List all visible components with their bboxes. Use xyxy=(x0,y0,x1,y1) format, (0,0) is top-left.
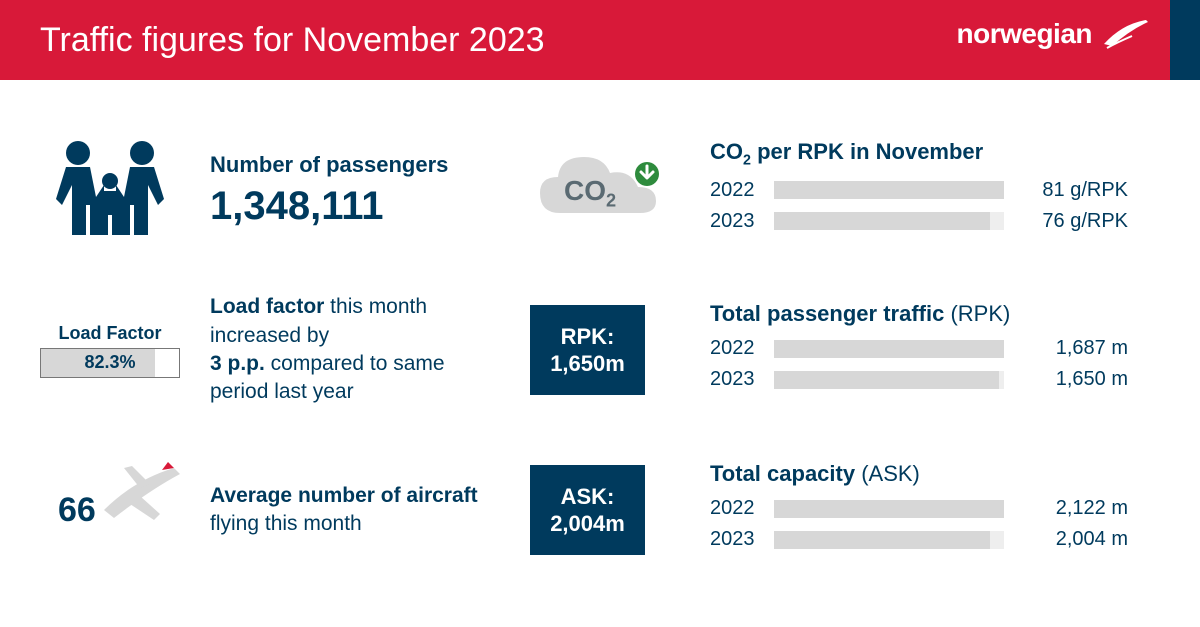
bar-row: 2023 1,650 m xyxy=(710,368,1160,391)
aircraft-icon xyxy=(94,460,184,530)
co2-panel: CO2 per RPK in November 2022 81 g/RPK 2023… xyxy=(710,139,1160,240)
bar-track xyxy=(774,531,1004,549)
bar-track xyxy=(774,340,1004,358)
ask-rows: 2022 2,122 m 2023 2,004 m xyxy=(710,497,1160,551)
loadfactor-box: 82.3% xyxy=(40,348,180,378)
passengers-stat: Number of passengers 1,348,111 xyxy=(210,151,500,230)
bar-year: 2022 xyxy=(710,179,760,202)
bar-fill xyxy=(774,212,990,230)
plane-icon xyxy=(1102,14,1150,54)
brand-logo: norwegian xyxy=(956,14,1150,54)
bar-value: 1,650 m xyxy=(1018,368,1128,391)
rpk-rows: 2022 1,687 m 2023 1,650 m xyxy=(710,337,1160,391)
co2-cloud-label: CO2 xyxy=(564,175,616,212)
co2-rows: 2022 81 g/RPK 2023 76 g/RPK xyxy=(710,179,1160,233)
bar-row: 2022 1,687 m xyxy=(710,337,1160,360)
bar-fill xyxy=(774,371,999,389)
brand-text: norwegian xyxy=(956,18,1092,50)
ask-badge: ASK: 2,004m xyxy=(530,465,645,555)
aircraft-desc: Average number of aircraft flying this m… xyxy=(210,482,500,539)
passengers-label: Number of passengers xyxy=(210,151,500,179)
rpk-panel: Total passenger traffic (RPK) 2022 1,687 … xyxy=(710,301,1160,399)
passengers-icon xyxy=(40,135,180,245)
loadfactor-cell: Load Factor 82.3% xyxy=(40,323,180,378)
bar-year: 2023 xyxy=(710,210,760,233)
passengers-value: 1,348,111 xyxy=(210,184,500,229)
bar-value: 1,687 m xyxy=(1018,337,1128,360)
ask-panel: Total capacity (ASK) 2022 2,122 m 2023 2,00… xyxy=(710,461,1160,559)
bar-track xyxy=(774,181,1004,199)
bar-row: 2022 81 g/RPK xyxy=(710,179,1160,202)
bar-fill xyxy=(774,340,1004,358)
down-arrow-icon xyxy=(634,161,660,187)
content-grid: Number of passengers 1,348,111 CO2 CO2 p… xyxy=(0,80,1200,600)
bar-value: 2,004 m xyxy=(1018,528,1128,551)
bar-fill xyxy=(774,531,990,549)
bar-value: 76 g/RPK xyxy=(1018,210,1128,233)
bar-row: 2022 2,122 m xyxy=(710,497,1160,520)
loadfactor-value: 82.3% xyxy=(84,352,135,373)
ask-badge-label: ASK: xyxy=(561,483,615,511)
bar-year: 2022 xyxy=(710,337,760,360)
header-navy-stripe xyxy=(1170,0,1200,80)
aircraft-count: 66 xyxy=(58,491,96,530)
bar-track xyxy=(774,371,1004,389)
bar-row: 2023 2,004 m xyxy=(710,528,1160,551)
bar-fill xyxy=(774,181,1004,199)
bar-year: 2023 xyxy=(710,528,760,551)
ask-title: Total capacity (ASK) xyxy=(710,461,1160,487)
aircraft-cell: 66 xyxy=(40,460,180,560)
bar-value: 2,122 m xyxy=(1018,497,1128,520)
header: Traffic figures for November 2023 norweg… xyxy=(0,0,1200,80)
rpk-badge-value: 1,650m xyxy=(550,350,625,378)
bar-year: 2022 xyxy=(710,497,760,520)
bar-value: 81 g/RPK xyxy=(1018,179,1128,202)
bar-track xyxy=(774,212,1004,230)
rpk-title: Total passenger traffic (RPK) xyxy=(710,301,1160,327)
rpk-badge: RPK: 1,650m xyxy=(530,305,645,395)
bar-year: 2023 xyxy=(710,368,760,391)
rpk-badge-label: RPK: xyxy=(561,323,615,351)
loadfactor-title: Load Factor xyxy=(40,323,180,344)
header-title: Traffic figures for November 2023 xyxy=(40,21,545,60)
co2-title: CO2 per RPK in November xyxy=(710,139,1160,168)
co2-cloud-icon: CO2 xyxy=(530,143,670,238)
bar-track xyxy=(774,500,1004,518)
loadfactor-desc: Load factor this month increased by 3 p.… xyxy=(210,293,500,406)
bar-fill xyxy=(774,500,1004,518)
bar-row: 2023 76 g/RPK xyxy=(710,210,1160,233)
ask-badge-value: 2,004m xyxy=(550,510,625,538)
